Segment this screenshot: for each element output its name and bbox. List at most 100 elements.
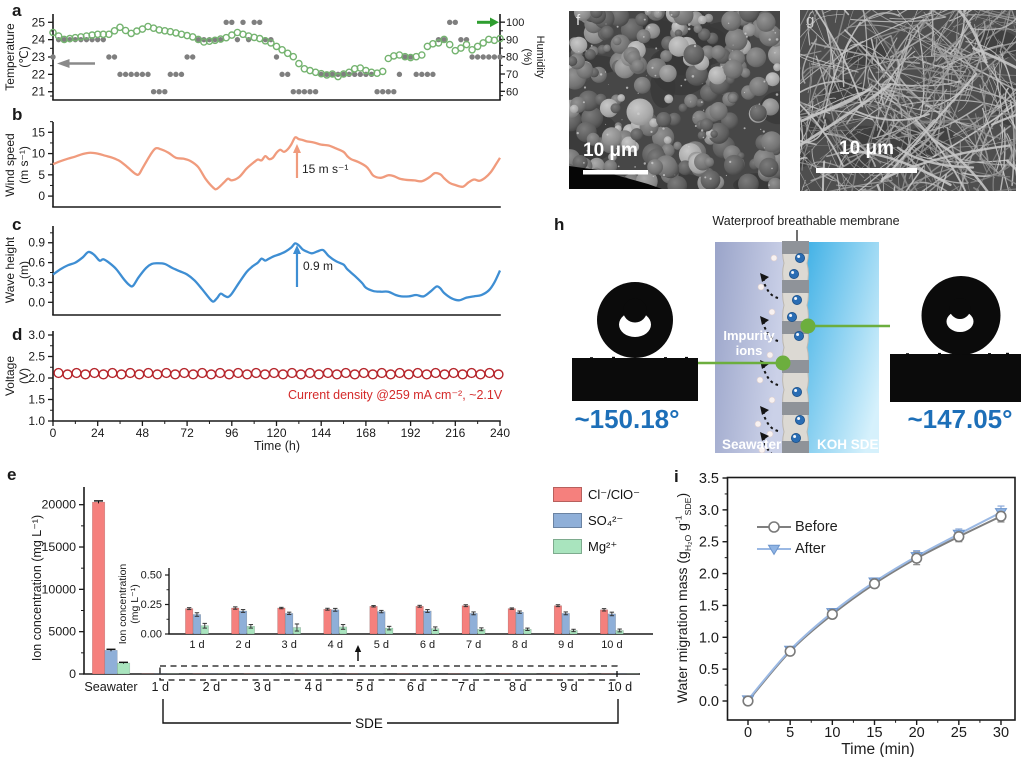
svg-text:0.50: 0.50 — [141, 570, 162, 582]
axis-title-inset-ion-concentration: Ion concentration (mg L⁻¹) — [117, 559, 143, 649]
panel-e-inset-bars — [185, 605, 624, 635]
panel-e-error-bars — [94, 500, 128, 664]
axis-title-temperature-line1: Temperature — [3, 23, 17, 91]
axis-title-voltage: Voltage (V) — [3, 326, 34, 426]
svg-text:15000: 15000 — [42, 540, 77, 554]
svg-text:216: 216 — [445, 426, 465, 440]
svg-text:0.0: 0.0 — [28, 295, 45, 309]
before-markers — [742, 510, 1007, 707]
axis-title-wave-line1: Wave height — [3, 236, 17, 304]
axis-title-humidity-line1: Humidity — [534, 35, 546, 79]
svg-text:4 d: 4 d — [305, 680, 323, 694]
svg-text:1 d: 1 d — [189, 639, 204, 651]
svg-text:2.5: 2.5 — [28, 350, 45, 364]
svg-text:2.0: 2.0 — [699, 567, 719, 583]
axis-title-wave-height: Wave height (m) — [3, 220, 34, 320]
svg-text:22: 22 — [32, 67, 46, 81]
svg-text:23: 23 — [32, 50, 46, 64]
svg-text:90: 90 — [506, 34, 518, 46]
after-line — [747, 511, 1002, 701]
scalebar-label-g: 10 μm — [839, 138, 894, 159]
svg-text:Seawater: Seawater — [84, 680, 137, 694]
svg-text:0: 0 — [38, 189, 45, 203]
legend-label-before: Before — [795, 519, 838, 535]
svg-text:5 d: 5 d — [356, 680, 374, 694]
svg-text:5: 5 — [38, 168, 45, 182]
legend-item-cl: Cl⁻/ClO⁻ — [553, 486, 640, 502]
legend-item-so4: SO₄²⁻ — [553, 512, 623, 528]
svg-text:2.0: 2.0 — [28, 371, 45, 385]
inset-ylabel-line1: Ion concentration — [117, 563, 129, 645]
micrograph-g — [800, 10, 1016, 191]
svg-text:1.0: 1.0 — [28, 414, 45, 428]
svg-text:80: 80 — [506, 52, 518, 64]
axis-title-voltage-line2: (V) — [16, 368, 31, 384]
svg-text:0.5: 0.5 — [699, 662, 719, 678]
axis-title-temperature-line2: (℃) — [16, 46, 31, 68]
panel-label-e: e — [7, 465, 17, 484]
svg-text:15: 15 — [866, 725, 882, 741]
seawater-label: Seawater — [722, 437, 782, 452]
axis-title-humidity: Humidity (%) — [518, 7, 546, 107]
temperature-series — [50, 19, 503, 95]
wave-peak-annotation: 0.9 m — [303, 259, 334, 273]
panel-label-a: a — [12, 1, 22, 20]
membrane-strip — [782, 241, 809, 454]
svg-text:10: 10 — [32, 147, 46, 161]
axis-title-temperature: Temperature (℃) — [3, 7, 34, 107]
svg-text:0.0: 0.0 — [699, 694, 719, 710]
svg-text:2 d: 2 d — [235, 639, 250, 651]
svg-text:25: 25 — [32, 15, 46, 29]
svg-text:30: 30 — [993, 725, 1009, 741]
wind-annotation-arrow — [292, 144, 301, 178]
time-axis-label: Time (h) — [253, 439, 301, 453]
after-markers — [741, 508, 1008, 706]
legend-swatch-mg — [553, 538, 582, 554]
humidity-series — [49, 22, 504, 81]
svg-text:144: 144 — [311, 426, 331, 440]
axis-title-wind-line1: Wind speed — [3, 133, 17, 197]
svg-text:5 d: 5 d — [374, 639, 389, 651]
svg-text:0.6: 0.6 — [28, 256, 45, 270]
voltage-series — [53, 367, 504, 380]
legend-swatch-cl — [553, 486, 582, 502]
svg-text:0.9: 0.9 — [28, 236, 45, 250]
panel-i-legend — [757, 521, 791, 556]
svg-text:3 d: 3 d — [254, 680, 272, 694]
axis-title-ion-concentration: Ion concentration (mg L⁻¹) — [30, 514, 44, 662]
svg-text:25: 25 — [951, 725, 967, 741]
svg-text:9 d: 9 d — [558, 639, 573, 651]
svg-text:8 d: 8 d — [509, 680, 527, 694]
axis-title-humidity-line2: (%) — [521, 48, 534, 66]
panel-e-inset-errors — [186, 604, 622, 633]
scalebar-label-f: 10 μm — [583, 140, 638, 161]
svg-text:96: 96 — [225, 426, 239, 440]
panel-e-cat-labels: Seawater 1 d 2 d 3 d 4 d 5 d 6 d 7 d 8 d 9 d 10 d — [84, 680, 632, 694]
right-contact-angle-photo — [890, 276, 1021, 402]
svg-text:1.5: 1.5 — [28, 393, 45, 407]
sde-bracket: SDE — [162, 699, 619, 731]
panel-i-ticks: 0.0 0.5 1.0 1.5 2.0 2.5 3.0 3.5 0 5 10 15 20 25 30 — [699, 471, 1009, 741]
svg-text:10 d: 10 d — [601, 639, 622, 651]
membrane-title: Waterproof breathable membrane — [712, 214, 900, 228]
panel-label-h: h — [554, 215, 565, 234]
panel-label-f: f — [576, 12, 581, 29]
svg-text:24: 24 — [91, 426, 105, 440]
panel-a-ticks: 21 22 23 24 25 60 70 80 90 100 — [32, 15, 525, 98]
svg-text:8 d: 8 d — [512, 639, 527, 651]
legend-label-cl: Cl⁻/ClO⁻ — [588, 486, 640, 502]
panel-c-ticks: 0.0 0.3 0.6 0.9 — [28, 232, 53, 309]
left-contact-angle-photo — [572, 282, 698, 401]
svg-text:60: 60 — [506, 86, 518, 98]
magnify-dashed-box — [159, 645, 618, 681]
water-droplets — [787, 252, 806, 443]
before-line — [747, 515, 1002, 702]
panel-b-chart — [52, 122, 501, 208]
svg-text:15: 15 — [32, 125, 46, 139]
axis-title-wind-line2: (m s⁻¹) — [16, 146, 31, 184]
scalebar-g — [816, 168, 917, 173]
svg-text:10 d: 10 d — [608, 680, 633, 694]
panel-b-ticks: 0 5 10 15 — [32, 121, 53, 203]
axis-title-water-migration: Water migration mass (gH₂O g-1SDE) — [673, 492, 693, 704]
wind-peak-annotation: 15 m s⁻¹ — [302, 162, 349, 176]
